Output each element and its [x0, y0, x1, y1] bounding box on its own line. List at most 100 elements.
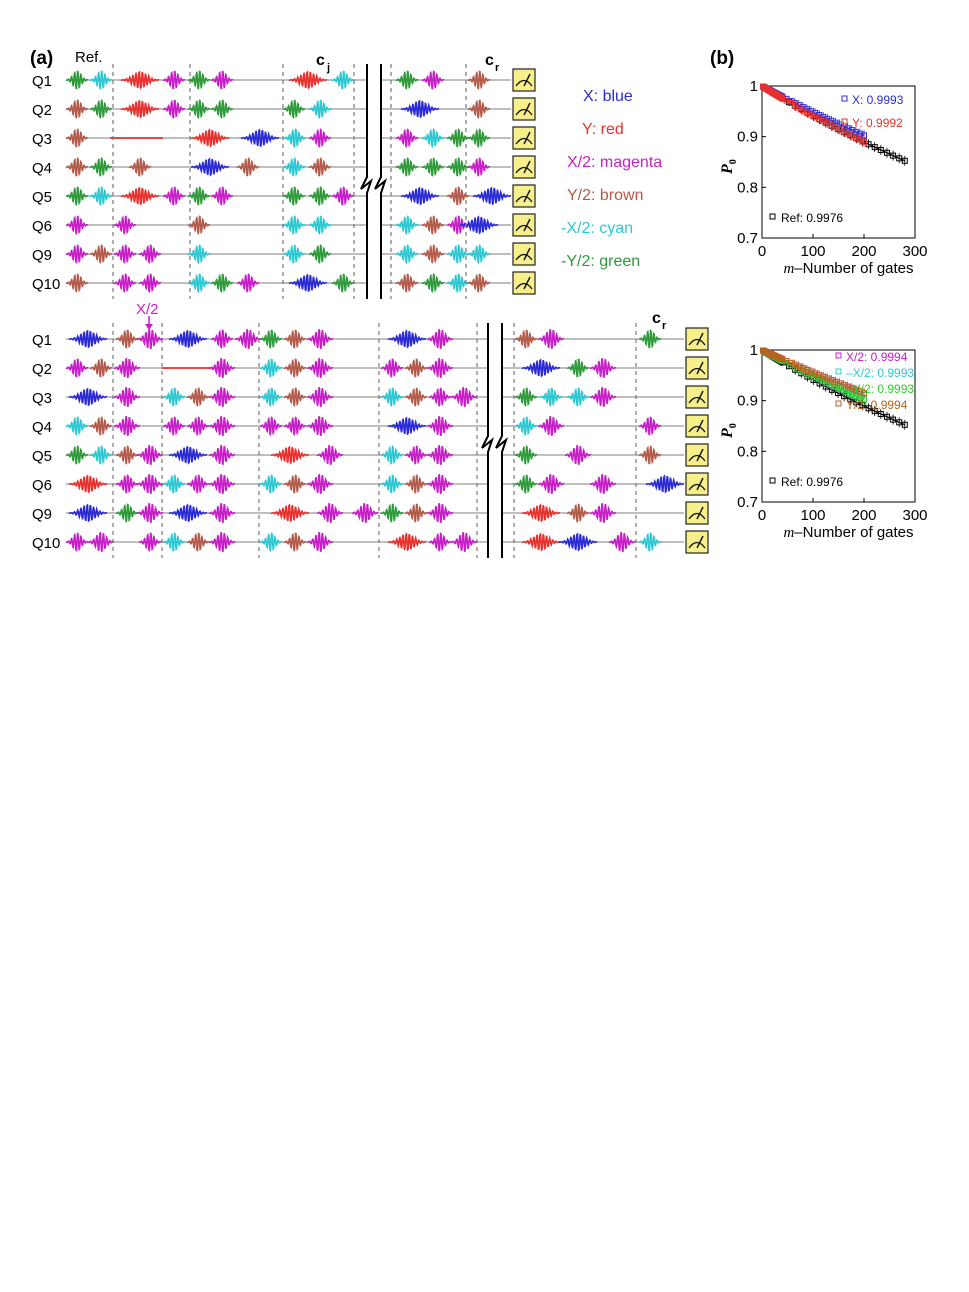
- gate-pulse: [446, 128, 470, 148]
- gate-pulse: [288, 70, 328, 90]
- qubit-label: Q10: [32, 276, 60, 293]
- gate-pulse: [395, 215, 419, 235]
- legend-entry: X/2: magenta: [567, 154, 662, 171]
- measurement-meter-icon: [685, 385, 709, 409]
- gate-pulse: [514, 445, 538, 465]
- gate-pulse: [210, 329, 234, 349]
- gate-pulse: [282, 244, 306, 264]
- gate-pulse: [187, 99, 211, 119]
- gate-pulse: [65, 186, 89, 206]
- legend-entry: -X/2: cyan: [561, 220, 633, 237]
- plot-axes: [761, 349, 916, 503]
- gate-pulse: [259, 358, 283, 378]
- gate-pulse: [113, 215, 137, 235]
- gate-pulse: [514, 474, 538, 494]
- legend-marker: [835, 384, 842, 391]
- qubit-row-q4: Q4: [32, 155, 536, 179]
- gate-pulse: [467, 244, 491, 264]
- gate-pulse: [186, 532, 210, 552]
- gate-pulse: [426, 329, 454, 349]
- gate-pulse: [426, 358, 454, 378]
- gate-pulse: [68, 329, 108, 349]
- measurement-meter-icon: [512, 271, 536, 295]
- qubit-label: Q4: [32, 160, 52, 177]
- y-tick-label: 1: [750, 78, 758, 95]
- gate-pulse: [426, 503, 454, 523]
- gate-pulse: [288, 273, 328, 293]
- x2-arrow-label: X/2: [136, 301, 159, 318]
- gate-pulse: [236, 157, 260, 177]
- gate-pulse: [113, 273, 137, 293]
- measurement-meter-icon: [512, 126, 536, 150]
- qubit-row-q9: Q9: [32, 501, 709, 525]
- gate-pulse: [539, 387, 563, 407]
- gate-pulse: [306, 387, 334, 407]
- gate-pulse: [566, 387, 590, 407]
- gate-pulse: [537, 329, 565, 349]
- gate-pulse: [306, 474, 334, 494]
- plot-legend-entry: Y: 0.9992: [852, 116, 903, 130]
- gate-pulse: [128, 157, 152, 177]
- legend-marker: [841, 118, 848, 125]
- gate-pulse: [162, 186, 186, 206]
- gate-pulse: [113, 387, 141, 407]
- qubit-row-q3: Q3: [32, 385, 709, 409]
- gate-pulse: [467, 128, 491, 148]
- gate-pulse: [308, 99, 332, 119]
- gate-pulse: [308, 157, 332, 177]
- measurement-meter-icon: [512, 68, 536, 92]
- gate-pulse: [467, 70, 491, 90]
- gate-pulse: [446, 244, 470, 264]
- gate-pulse: [208, 416, 236, 436]
- y-axis-label: P0: [719, 423, 739, 439]
- gate-pulse: [400, 186, 440, 206]
- sequence-break: [360, 64, 388, 299]
- gate-pulse: [308, 244, 332, 264]
- qubit-label: Q3: [32, 131, 52, 148]
- gate-pulse: [210, 99, 234, 119]
- gate-pulse: [68, 503, 108, 523]
- data-point: [779, 356, 786, 363]
- y-tick-label: 0.8: [737, 179, 758, 196]
- series-4: [760, 347, 867, 399]
- gate-pulse: [187, 70, 211, 90]
- gate-color-legend: X: blue Y: red X/2: magenta Y/2: brown -X/2:…: [561, 88, 662, 270]
- y-tick-label: 0.9: [737, 393, 758, 410]
- gate-pulse: [331, 70, 355, 90]
- gate-pulse: [283, 387, 307, 407]
- gate-pulse: [240, 128, 280, 148]
- gate-pulse: [589, 387, 617, 407]
- gate-pulse: [89, 358, 113, 378]
- gate-pulse: [404, 358, 428, 378]
- gate-pulse: [514, 387, 538, 407]
- gate-pulse: [645, 474, 685, 494]
- gate-pulse: [113, 244, 137, 264]
- gate-pulse: [283, 532, 307, 552]
- panel-a-label: (a): [30, 48, 53, 69]
- qubit-row-q1: Q1: [32, 68, 536, 92]
- cr-label-bottom: c: [652, 310, 661, 327]
- gate-pulse: [589, 474, 617, 494]
- x-tick-label: 100: [800, 507, 825, 524]
- qubit-row-q5: Q5: [32, 184, 536, 208]
- qubit-row-q4: Q4: [32, 414, 709, 438]
- gate-pulse: [283, 358, 307, 378]
- gate-pulse: [259, 474, 283, 494]
- gate-pulse: [283, 329, 307, 349]
- gate-pulse: [113, 358, 141, 378]
- gate-pulse: [115, 503, 139, 523]
- gate-pulse: [162, 70, 186, 90]
- measurement-meter-icon: [685, 356, 709, 380]
- cr-subscript-top: r: [495, 62, 500, 74]
- qubit-label: Q1: [32, 73, 52, 90]
- gate-pulse: [270, 503, 310, 523]
- gate-pulse: [120, 70, 160, 90]
- measurement-meter-icon: [512, 213, 536, 237]
- gate-pulse: [428, 387, 452, 407]
- x-tick-label: 200: [851, 507, 876, 524]
- circuit-top: Q1 Q2 Q3 Q4 Q5 Q6 Q9 Q10: [32, 64, 536, 299]
- gate-pulse: [136, 329, 164, 349]
- data-point: [783, 358, 790, 365]
